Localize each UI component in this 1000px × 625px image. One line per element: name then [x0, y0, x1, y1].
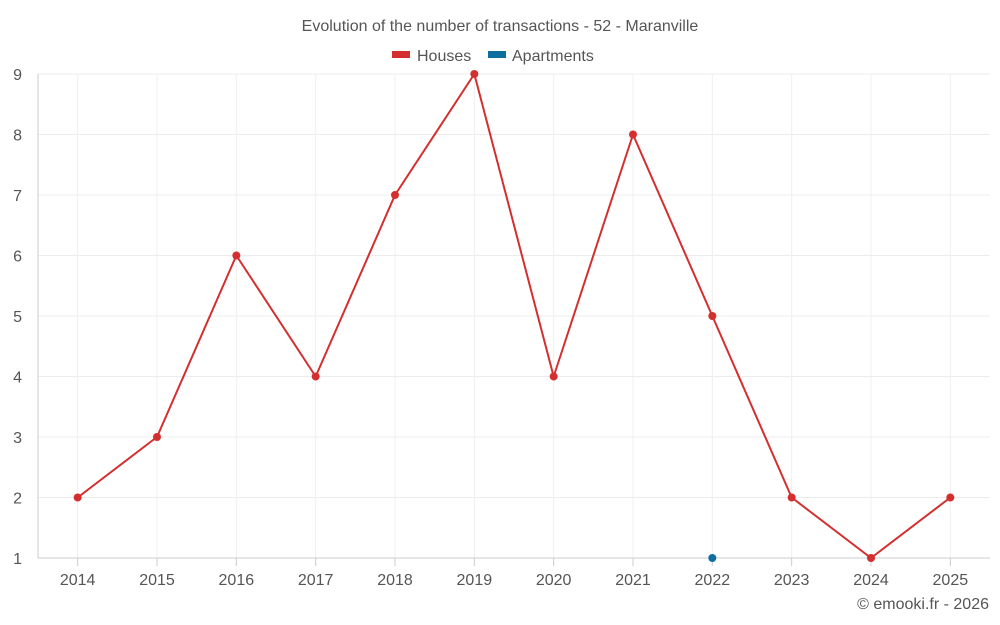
chart-title: Evolution of the number of transactions … [302, 18, 699, 35]
x-tick-label: 2023 [774, 572, 810, 589]
houses-series-line [77, 73, 951, 559]
y-tick-label: 3 [13, 430, 22, 447]
houses-data-point [153, 433, 161, 441]
houses-data-point [73, 493, 82, 502]
x-tick-label: 2016 [219, 572, 255, 589]
houses-data-point [946, 493, 955, 502]
houses-data-point [708, 312, 717, 320]
x-tick-label: 2019 [457, 572, 493, 589]
x-tick-label: 2020 [536, 572, 572, 589]
legend-label-houses: Houses [417, 48, 471, 65]
x-tick-label: 2022 [695, 572, 731, 589]
axes: 1 2 3 4 5 6 7 8 9 2014 2015 2016 2017 2018 2019 2020 202… [13, 67, 990, 589]
y-tick-label: 9 [13, 67, 22, 84]
legend-swatch-houses [392, 51, 410, 58]
houses-data-point [549, 372, 558, 381]
x-tick-label: 2021 [615, 572, 651, 589]
houses-data-point [867, 554, 875, 562]
x-tick-label: 2024 [853, 572, 889, 589]
legend-swatch-apartments [488, 51, 506, 58]
grid [38, 73, 990, 558]
legend-label-apartments: Apartments [512, 48, 594, 65]
y-tick-label: 8 [13, 128, 22, 145]
y-tick-label: 2 [13, 491, 22, 508]
houses-data-point [232, 251, 241, 260]
x-tick-label: 2015 [139, 572, 175, 589]
y-tick-label: 7 [13, 188, 22, 205]
legend: Houses Apartments [392, 48, 594, 65]
houses-data-point [787, 493, 796, 502]
credit-text: © emooki.fr - 2026 [857, 596, 989, 613]
houses-data-point [311, 372, 320, 381]
x-tick-label: 2018 [377, 572, 413, 589]
x-tick-label: 2017 [298, 572, 334, 589]
series-layer [73, 70, 955, 562]
houses-data-point [470, 70, 479, 78]
y-tick-label: 5 [13, 309, 22, 326]
x-tick-label: 2025 [933, 572, 969, 589]
x-tick-label: 2014 [60, 572, 96, 589]
y-tick-label: 1 [13, 551, 22, 568]
apartments-data-point [708, 554, 717, 562]
y-tick-label: 4 [13, 370, 22, 387]
y-tick-label: 6 [13, 249, 22, 266]
houses-data-point [629, 130, 637, 139]
houses-data-point [391, 191, 399, 199]
